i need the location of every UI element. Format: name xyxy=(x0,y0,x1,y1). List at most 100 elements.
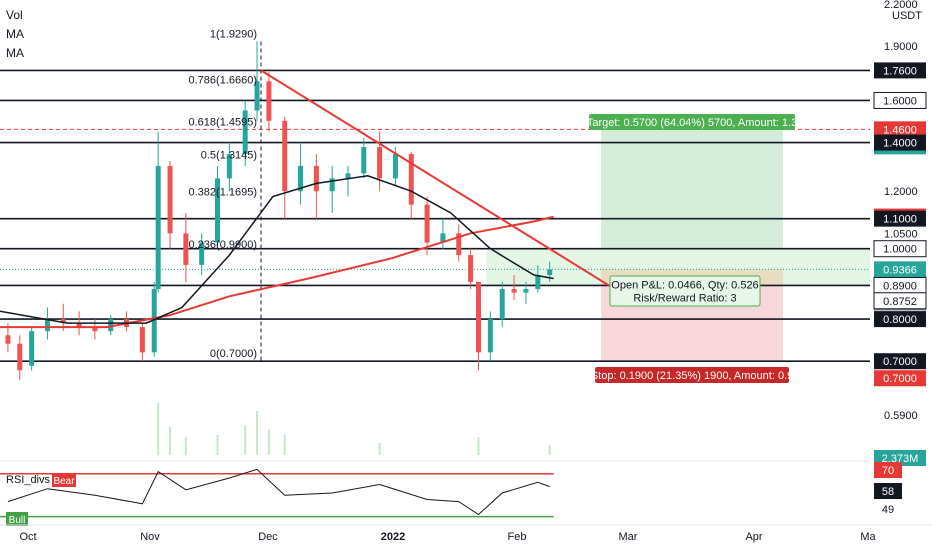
stop-label-text: Stop: 0.1900 (21.35%) 1900, Amount: 0.9 xyxy=(591,370,793,382)
price-tag: 1.0000 xyxy=(883,244,917,256)
candle-body xyxy=(313,165,319,192)
price-tag-box xyxy=(874,311,926,328)
candle-body xyxy=(345,173,351,179)
candle-body xyxy=(108,319,114,332)
stop-label-box xyxy=(595,367,790,383)
trendline-line xyxy=(260,69,610,287)
currency-label: USDT xyxy=(892,10,922,22)
volume-bar xyxy=(157,403,160,455)
rsi-level-label: 58 xyxy=(882,486,894,498)
candle-body xyxy=(468,255,474,282)
candle-body xyxy=(60,319,66,324)
time-axis[interactable]: Oct Nov Dec 2022 Feb Mar Apr Ma xyxy=(0,524,932,543)
price-tag: 0.8000 xyxy=(883,314,917,326)
legend-vol: Vol xyxy=(6,8,23,22)
candle-body xyxy=(499,289,505,320)
fib-label: 0.618(1.4595) xyxy=(189,116,258,128)
volume-bar xyxy=(267,429,270,455)
candle-body xyxy=(392,154,398,179)
candle-body xyxy=(535,275,541,290)
price-tag: 1.6000 xyxy=(883,95,917,107)
volume-bar xyxy=(283,435,286,455)
candle-body xyxy=(329,178,335,192)
price-tick: 0.5900 xyxy=(884,410,918,422)
price-tag: 0.8752 xyxy=(883,296,917,308)
price-tag: 1.7600 xyxy=(883,65,917,77)
target-label-box xyxy=(589,114,796,130)
price-tag-box xyxy=(874,62,926,79)
candle-body xyxy=(183,233,189,265)
time-tick: Oct xyxy=(19,531,36,543)
price-tag-box xyxy=(873,240,927,258)
rsi-level-box xyxy=(874,501,902,517)
bull-label: Bull xyxy=(9,515,26,526)
pnl-label: Open P&L: 0.0466, Qty: 0.526Risk/Reward … xyxy=(609,275,761,307)
time-tick: Dec xyxy=(258,531,278,543)
candle-body xyxy=(139,327,145,353)
volume-bar xyxy=(244,425,247,455)
target-label: Target: 0.5700 (64.04%) 5700, Amount: 1.… xyxy=(587,114,797,130)
candle-body xyxy=(254,81,260,111)
price-tag: 1.4600 xyxy=(883,124,917,136)
price-axis[interactable]: USDT2.20001.90001.20001.05000.59000.5200… xyxy=(870,0,932,530)
position-labels: Target: 0.5700 (64.04%) 5700, Amount: 1.… xyxy=(587,114,797,383)
rsi-level-label: 70 xyxy=(882,465,894,477)
legend-ma-1: MA xyxy=(6,27,24,41)
bull-badge xyxy=(6,512,28,526)
legend-ma-2: MA xyxy=(6,46,24,60)
price-tag-box xyxy=(874,134,926,151)
candle-body xyxy=(76,323,82,328)
target-label-text: Target: 0.5700 (64.04%) 5700, Amount: 1.… xyxy=(587,117,797,129)
candle-body xyxy=(424,204,430,243)
bear-label: Bear xyxy=(53,476,75,487)
candles xyxy=(5,41,553,380)
candle-body xyxy=(456,233,462,256)
volume-bars xyxy=(157,403,551,455)
rsi-level-box xyxy=(874,483,902,499)
candle-body xyxy=(282,120,288,192)
candle-body xyxy=(92,327,98,332)
candle-body xyxy=(547,269,553,276)
candle-body xyxy=(361,147,367,174)
price-tag: 0.7000 xyxy=(883,356,917,368)
candle-body xyxy=(487,319,493,353)
price-tag-box xyxy=(874,353,926,370)
price-tag: 1.4000 xyxy=(883,138,917,150)
price-tag-box xyxy=(874,210,926,227)
time-tick: Ma xyxy=(860,531,876,543)
time-tick: Apr xyxy=(745,531,762,543)
position-zones xyxy=(486,129,898,362)
fib-label: 0(0.7000) xyxy=(210,348,257,360)
price-tick: 1.9000 xyxy=(884,41,918,53)
price-tag: 1.1000 xyxy=(883,214,917,226)
volume-bar xyxy=(548,445,551,455)
candle-body xyxy=(167,165,173,234)
fib-label: 0.5(1.3145) xyxy=(201,149,257,161)
trendline[interactable] xyxy=(260,69,610,287)
candle-body xyxy=(440,233,446,243)
candle-body xyxy=(226,154,232,179)
price-tag: 0.7000 xyxy=(883,373,917,385)
time-tick: Mar xyxy=(619,531,638,543)
fib-label: 0.236(0.9900) xyxy=(189,239,258,251)
candle-body xyxy=(298,165,304,192)
fib-label: 0.786(1.6660) xyxy=(189,75,258,87)
candle-body xyxy=(29,331,35,366)
pnl-label-text: Open P&L: 0.0466, Qty: 0.526 xyxy=(611,280,758,292)
price-tag-box xyxy=(873,91,927,109)
stop-label: Stop: 0.1900 (21.35%) 1900, Amount: 0.9 xyxy=(591,367,793,383)
candle-body xyxy=(199,242,205,265)
price-tick: 2.2000 xyxy=(884,0,918,11)
pnl-label-box xyxy=(609,275,761,307)
volume-bar xyxy=(169,427,172,455)
rsi-level-label: 49 xyxy=(882,504,894,516)
price-tag-box xyxy=(873,292,927,310)
price-tick: 1.0500 xyxy=(884,228,918,240)
rsi-pane: RSI_divs Bear Bull xyxy=(0,460,932,526)
volume-bar xyxy=(216,435,219,455)
volume-bar xyxy=(256,411,259,455)
price-tag: 0.9366 xyxy=(883,264,917,276)
fib-labels: 1(1.9290) 0.786(1.6660) 0.618(1.4595) 0.5(1… xyxy=(189,28,258,360)
price-tag-box xyxy=(874,121,926,138)
